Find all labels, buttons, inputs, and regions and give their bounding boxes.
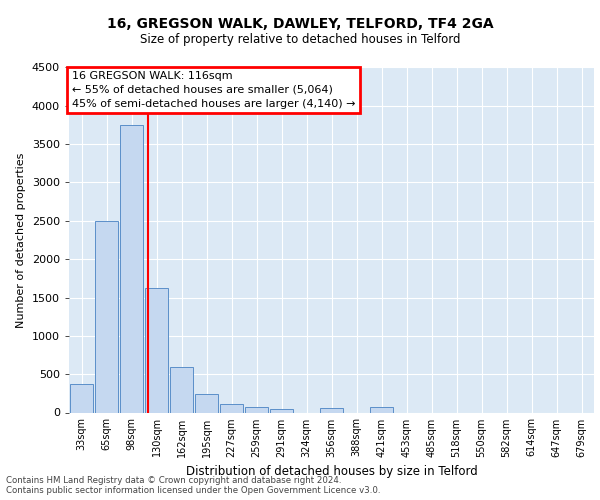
Bar [220, 404, 243, 412]
Bar [170, 368, 193, 412]
Bar [95, 221, 118, 412]
Text: Size of property relative to detached houses in Telford: Size of property relative to detached ho… [140, 32, 460, 46]
Text: 16, GREGSON WALK, DAWLEY, TELFORD, TF4 2GA: 16, GREGSON WALK, DAWLEY, TELFORD, TF4 2… [107, 18, 493, 32]
Bar [320, 408, 343, 412]
Bar [245, 407, 268, 412]
Bar [270, 408, 293, 412]
Bar [145, 288, 168, 412]
Bar [120, 125, 143, 412]
Bar [370, 407, 393, 412]
Bar [195, 394, 218, 412]
Text: 16 GREGSON WALK: 116sqm
← 55% of detached houses are smaller (5,064)
45% of semi: 16 GREGSON WALK: 116sqm ← 55% of detache… [71, 71, 355, 109]
X-axis label: Distribution of detached houses by size in Telford: Distribution of detached houses by size … [185, 465, 478, 478]
Bar [70, 384, 93, 412]
Text: Contains HM Land Registry data © Crown copyright and database right 2024.
Contai: Contains HM Land Registry data © Crown c… [6, 476, 380, 495]
Y-axis label: Number of detached properties: Number of detached properties [16, 152, 26, 328]
